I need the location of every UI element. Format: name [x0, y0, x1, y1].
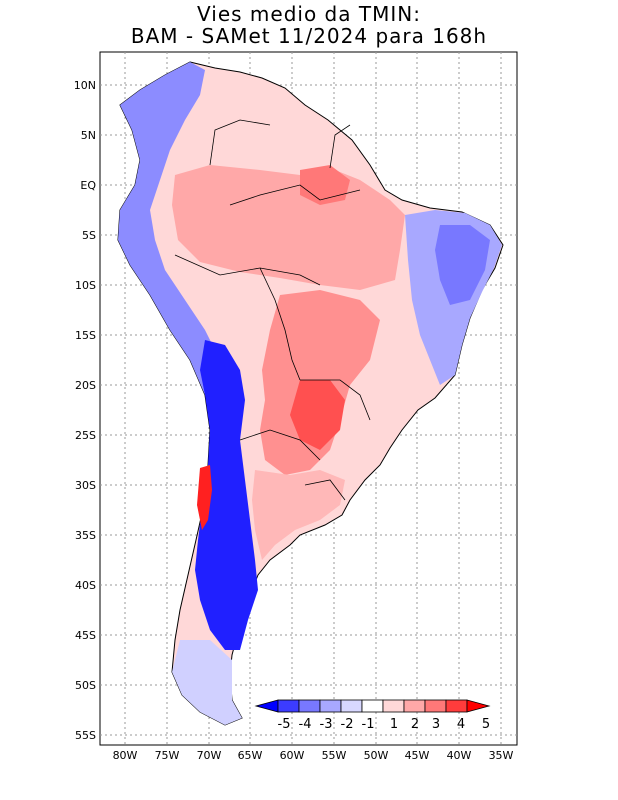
colorbar-labels: -5 -4 -3 -2 -1 1 2 3 4 5 [278, 717, 491, 732]
chile-cool-bias [195, 340, 258, 650]
lon-label-55w: 55W [322, 749, 347, 762]
northeast-strong-cool [435, 225, 490, 305]
lat-label-20s: 20S [75, 379, 96, 392]
country-borders [174, 119, 371, 501]
lon-label-45w: 45W [405, 749, 430, 762]
lat-label-5n: 5N [81, 129, 96, 142]
lat-label-30s: 30S [75, 479, 96, 492]
southern-warm-bias [252, 470, 345, 560]
lon-label-50w: 50W [364, 749, 389, 762]
colorbar-label-neg2: -2 [341, 717, 354, 732]
lon-label-35w: 35W [489, 749, 514, 762]
lat-label-10s: 10S [75, 279, 96, 292]
latitude-labels: 10N 5N EQ 5S 10S 15S 20S 25S 30S 35S 40S… [74, 79, 97, 742]
colorbar-segment [277, 699, 300, 713]
lat-label-5s: 5S [82, 229, 96, 242]
colorbar [254, 699, 491, 713]
lon-label-80w: 80W [113, 749, 138, 762]
lat-label-35s: 35S [75, 529, 96, 542]
colorbar-label-2: 2 [411, 717, 419, 732]
colorbar-label-4: 4 [457, 717, 465, 732]
colorbar-label-neg5: -5 [278, 717, 291, 732]
lat-label-50s: 50S [75, 679, 96, 692]
lat-label-40s: 40S [75, 579, 96, 592]
patagonia-mixed-bias [172, 640, 242, 725]
colorbar-label-1: 1 [390, 717, 398, 732]
colorbar-label-5: 5 [482, 717, 490, 732]
colorbar-segment [382, 699, 405, 713]
lat-label-55s: 55S [75, 729, 96, 742]
colorbar-label-neg3: -3 [320, 717, 333, 732]
lon-label-40w: 40W [447, 749, 472, 762]
lon-label-60w: 60W [280, 749, 305, 762]
colorbar-label-neg4: -4 [299, 717, 312, 732]
lat-label-10n: 10N [74, 79, 96, 92]
amazon-hot-spot [300, 165, 350, 205]
andes-north-cool-bias [118, 62, 220, 395]
lat-label-45s: 45S [75, 629, 96, 642]
paraguay-hot-spot [290, 380, 345, 450]
amazon-warm-bias [172, 165, 405, 290]
colorbar-arrow-high [466, 699, 491, 713]
lat-label-25s: 25S [75, 429, 96, 442]
map-title-line1: Vies medio da TMIN: [197, 2, 421, 26]
lat-label-15s: 15S [75, 329, 96, 342]
lon-label-65w: 65W [238, 749, 263, 762]
map-title-line2: BAM - SAMet 11/2024 para 168h [130, 24, 488, 48]
lon-label-70w: 70W [197, 749, 222, 762]
colorbar-segment [340, 699, 363, 713]
colorbar-segment [403, 699, 426, 713]
colorbar-segment [361, 699, 384, 713]
colorbar-segment [424, 699, 447, 713]
colorbar-segment [445, 699, 468, 713]
colorbar-segment [319, 699, 342, 713]
lat-label-eq: EQ [80, 179, 96, 192]
chile-warm-strip [197, 465, 212, 530]
longitude-labels: 80W 75W 70W 65W 60W 55W 50W 45W 40W 35W [113, 749, 514, 762]
colorbar-segment [298, 699, 321, 713]
lon-label-75w: 75W [155, 749, 180, 762]
colorbar-label-3: 3 [432, 717, 440, 732]
colorbar-label-neg1: -1 [362, 717, 375, 732]
